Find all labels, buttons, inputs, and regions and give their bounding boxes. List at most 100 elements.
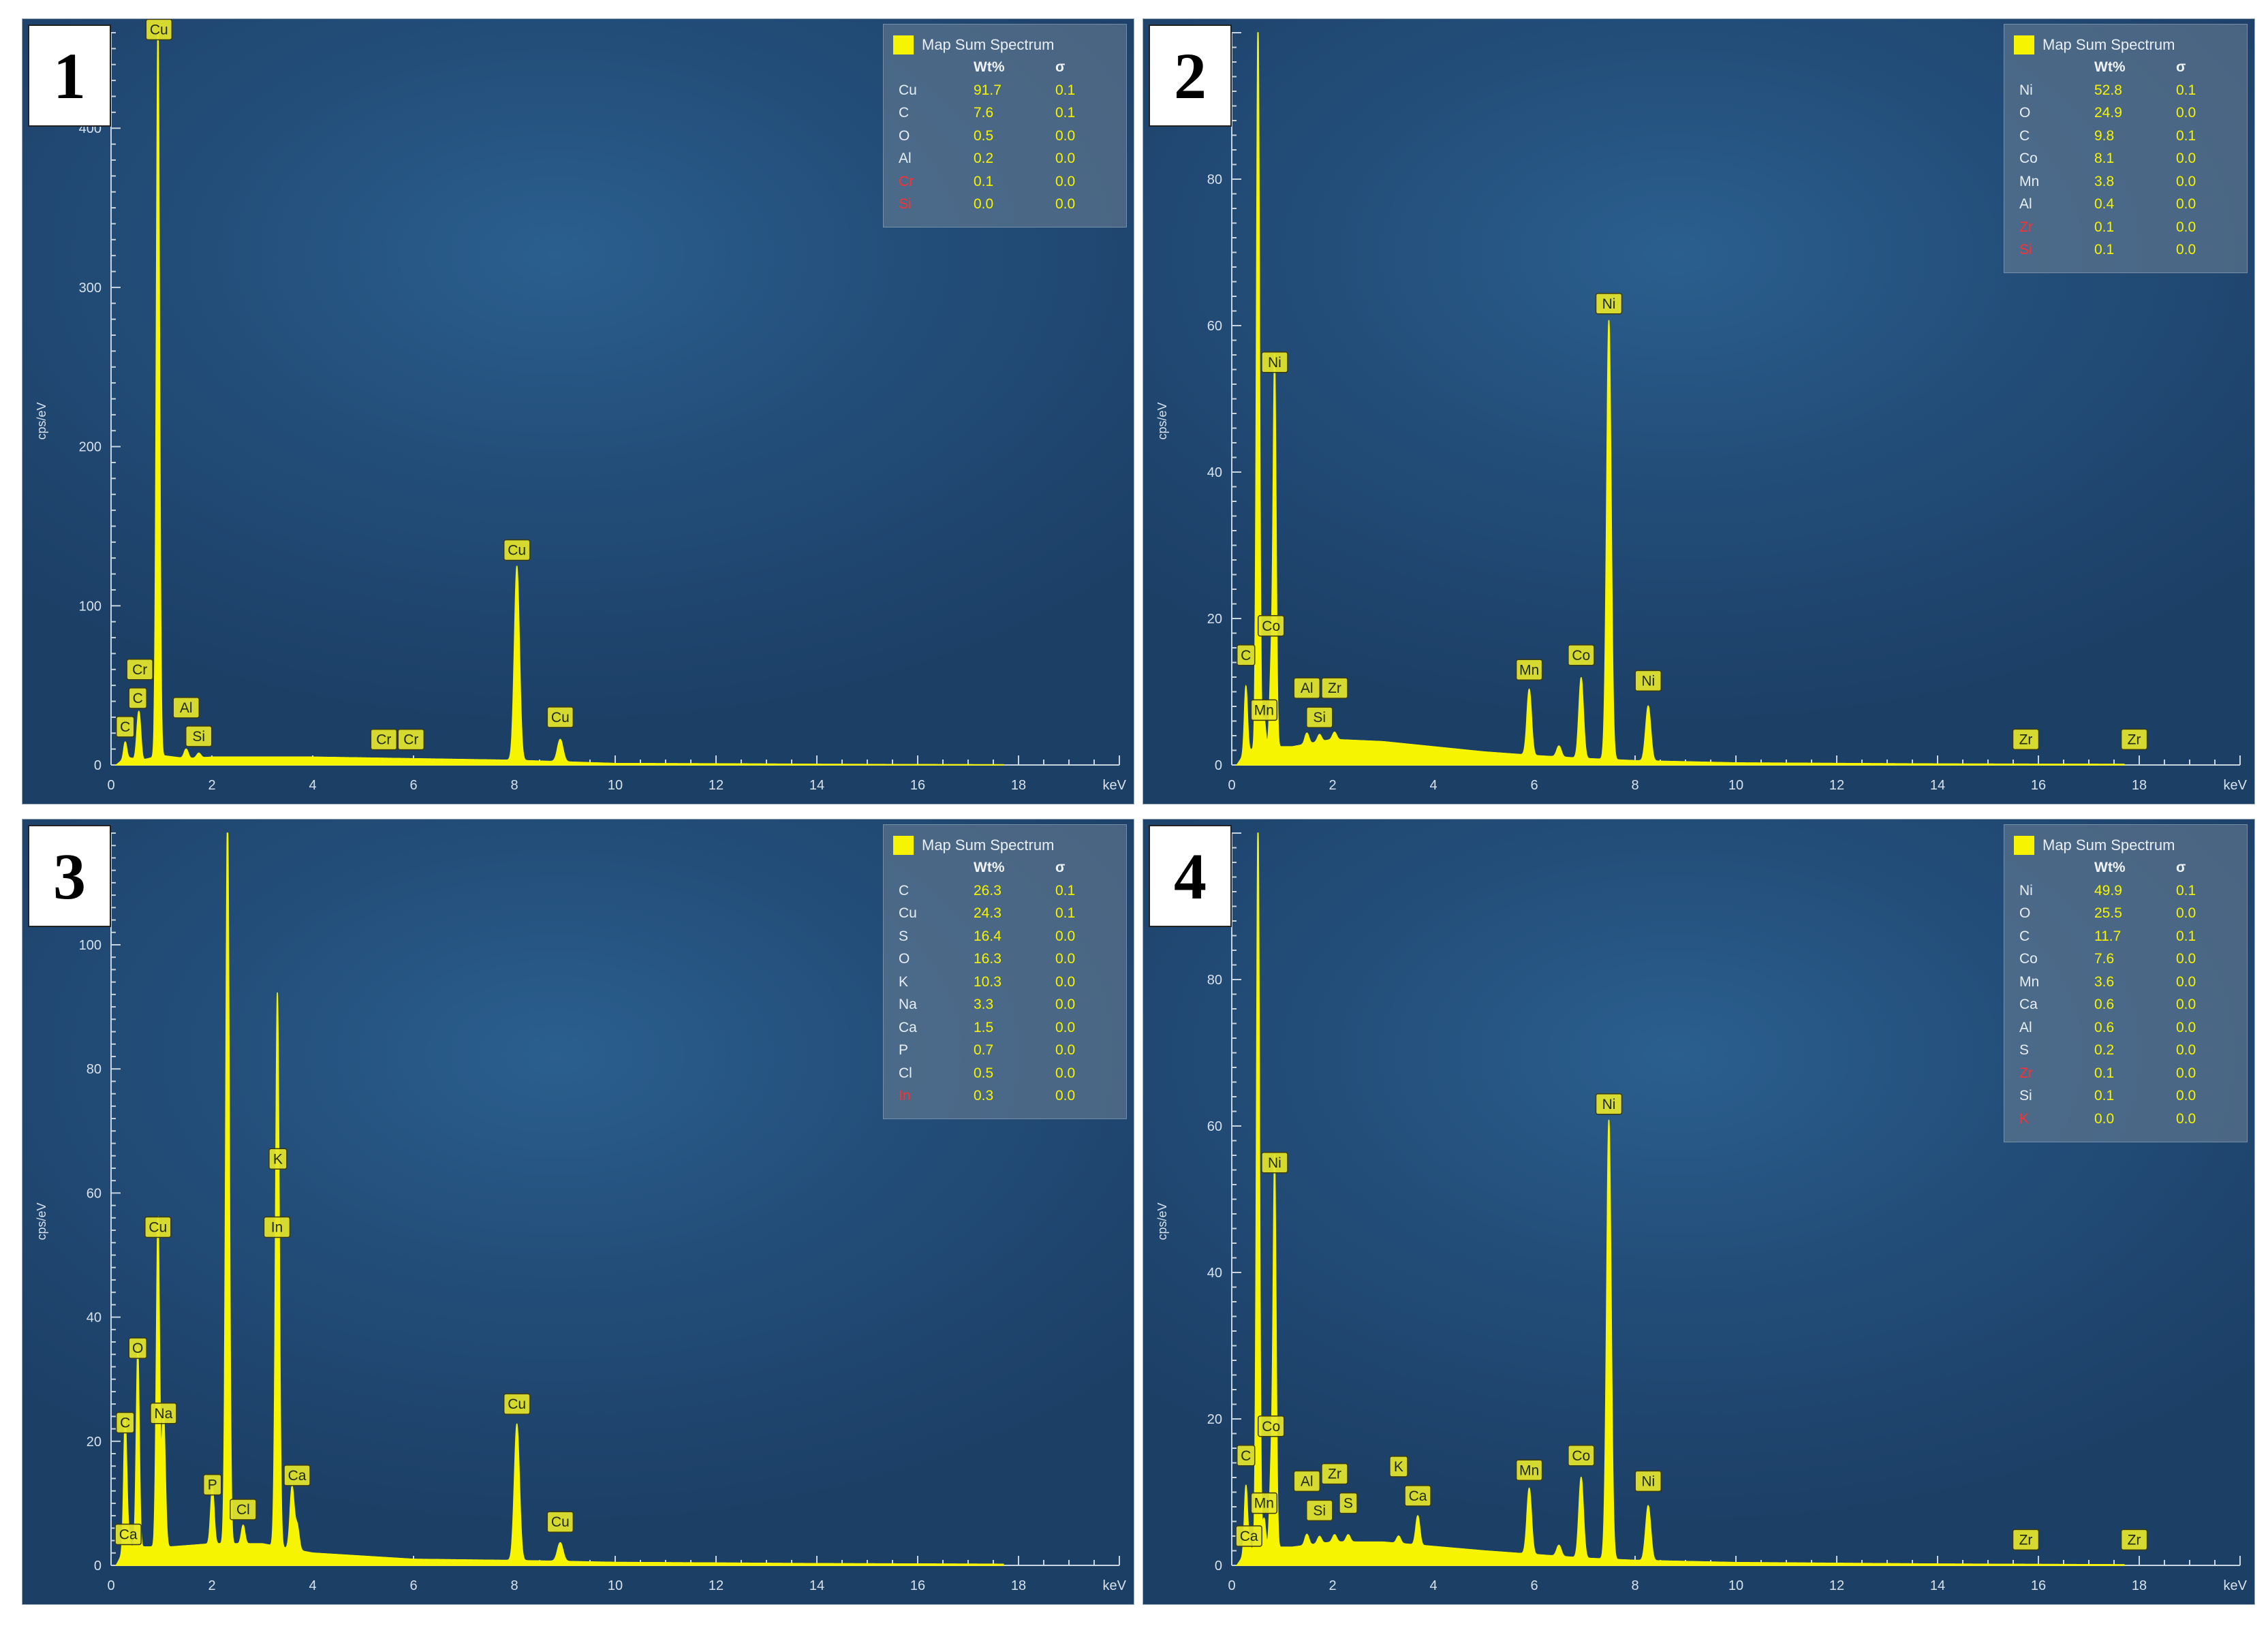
peak-label-text: Ca — [119, 1527, 138, 1542]
legend-sigma: 0.0 — [2176, 196, 2196, 213]
x-tick-label: 18 — [1011, 1578, 1026, 1593]
legend-title: Map Sum Spectrum — [2004, 834, 2247, 856]
peak-label-text: Cu — [551, 1514, 570, 1530]
legend: Map Sum Spectrum Wt% σ C 26.3 0.1 Cu 24.3 0.1 S 16… — [883, 824, 1127, 1119]
legend-row: C 26.3 0.1 — [884, 879, 1126, 903]
legend-sigma: 0.0 — [1055, 1042, 1076, 1059]
legend-wt: 3.3 — [974, 997, 994, 1013]
legend-sigma: 0.0 — [2176, 173, 2196, 189]
peak-label-text: O — [132, 1341, 143, 1356]
peak-label-text: Ca — [1240, 1529, 1258, 1544]
peak-label-text: Al — [180, 700, 193, 716]
peak-label: K — [1389, 1456, 1408, 1478]
legend-title-text: Map Sum Spectrum — [2042, 36, 2175, 53]
spectrum-area — [1235, 832, 2125, 1566]
legend-row: Al 0.2 0.0 — [884, 148, 1126, 171]
peak-label-text: Zr — [1328, 681, 1341, 696]
peak-label: Al — [172, 697, 200, 719]
peak-label-text: C — [120, 719, 130, 735]
peak-label-text: Si — [192, 729, 205, 745]
peak-label-box — [230, 1499, 257, 1520]
peak-label: Zr — [1321, 1463, 1348, 1485]
peak-label-box — [172, 697, 200, 719]
peak-label-box — [1261, 1152, 1288, 1174]
peak-label-text: Si — [1313, 1503, 1326, 1518]
x-tick-label: 10 — [1728, 1578, 1743, 1593]
peak-label: Ni — [1595, 293, 1623, 315]
legend-element: P — [899, 1042, 909, 1059]
legend-row: Ni 52.8 0.1 — [2004, 79, 2247, 102]
peak-label-box — [115, 1411, 135, 1434]
legend-sigma: 0.0 — [1055, 196, 1076, 213]
legend-header-wt: Wt% — [2094, 59, 2126, 75]
legend-header-sigma: σ — [1055, 59, 1066, 75]
legend-row: S 0.2 0.0 — [2004, 1039, 2247, 1063]
legend-element: O — [899, 951, 910, 967]
legend-sigma: 0.1 — [2176, 127, 2196, 144]
peak-label: Co — [1568, 644, 1595, 666]
peak-label: Co — [1568, 1445, 1595, 1467]
peak-label-box — [150, 1403, 177, 1424]
legend-sigma: 0.0 — [2176, 973, 2196, 990]
peak-label-text: Na — [155, 1406, 173, 1422]
peak-label-text: Ca — [1409, 1488, 1427, 1504]
peak-label-text: C — [1241, 1448, 1251, 1464]
peak-label: Cr — [370, 728, 398, 751]
legend-element: Al — [2019, 1019, 2032, 1035]
peak-label-text: Zr — [2019, 1532, 2033, 1548]
x-tick-label: 14 — [1930, 778, 1945, 793]
peak-label-box — [2012, 728, 2040, 751]
spectrum-panel-1: 0 2 4 6 8 10 12 14 16 18 keV 0 100 200 300 400 cps/eV Cu C… — [22, 18, 1134, 804]
legend-row: Si 0.0 0.0 — [884, 193, 1126, 217]
legend-wt: 24.9 — [2094, 105, 2122, 121]
peak-label-box — [1321, 1463, 1348, 1485]
legend-sigma: 0.1 — [1055, 882, 1076, 898]
legend-element: Zr — [2019, 1065, 2033, 1081]
peak-label-text: Co — [1572, 648, 1590, 663]
legend-sigma: 0.1 — [2176, 928, 2196, 944]
legend-element: Cr — [899, 173, 914, 189]
legend-element: Cu — [899, 82, 917, 98]
spectrum-plot: 0 2 4 6 8 10 12 14 16 18 keV 0 20 40 60 80 cps/eV O Ni C Co M… — [1155, 832, 2248, 1593]
spectrum-plot: 024681012141618keV020406080cps/eVOCMnCoN… — [1155, 32, 2248, 793]
x-tick-label: 8 — [510, 778, 518, 793]
legend-row: C 7.6 0.1 — [884, 102, 1126, 125]
peak-label-text: C — [120, 1415, 130, 1430]
legend-row: Cl 0.5 0.0 — [884, 1062, 1126, 1085]
peak-label-box — [1339, 1492, 1358, 1514]
spectrum-panel-3: 0 2 4 6 8 10 12 14 16 18 keV 0 20 40 60 80 100 cps/eV S K In… — [22, 819, 1134, 1605]
x-tick-label: 4 — [1429, 778, 1437, 793]
peak-label-text: Mn — [1254, 1496, 1274, 1512]
legend-sigma: 0.0 — [2176, 1042, 2196, 1059]
peak-label-text: Zr — [1328, 1467, 1341, 1482]
x-tick-label: 18 — [2132, 1578, 2147, 1593]
peak-label-text: Ni — [1602, 296, 1616, 312]
legend-wt: 3.6 — [2094, 973, 2115, 990]
legend-swatch — [2014, 35, 2034, 54]
peak-label-box — [546, 1511, 574, 1533]
peak-label: Co — [1257, 1416, 1285, 1437]
x-unit-label: keV — [1103, 778, 1127, 793]
legend-title-text: Map Sum Spectrum — [922, 36, 1055, 53]
legend-wt: 16.3 — [974, 951, 1001, 967]
x-tick-label: 2 — [1329, 1578, 1336, 1593]
peak-label: Co — [1257, 615, 1285, 637]
legend-wt: 49.9 — [2094, 882, 2122, 898]
legend-row: Al 0.6 0.0 — [2004, 1016, 2247, 1039]
legend-header-sigma: σ — [2176, 59, 2186, 75]
peak-label-box — [1595, 293, 1623, 315]
peak-label: Ni — [1595, 1093, 1623, 1115]
peak-label-box — [144, 1216, 172, 1238]
legend-wt: 0.6 — [2094, 997, 2115, 1013]
y-tick-label: 40 — [1207, 1266, 1222, 1281]
legend-sigma: 0.0 — [1055, 1019, 1076, 1035]
peak-label: Cu — [503, 1393, 531, 1415]
peak-label-text: Cu — [150, 22, 168, 37]
legend-row: O 16.3 0.0 — [884, 948, 1126, 971]
peak-label-text: In — [271, 1219, 283, 1235]
legend-header-row: Wt% σ — [884, 56, 1126, 79]
legend-sigma: 0.0 — [2176, 951, 2196, 967]
legend-wt: 0.6 — [2094, 1019, 2115, 1035]
peak-label-text: P — [208, 1478, 217, 1493]
peak-label: Ni — [1261, 1152, 1288, 1174]
